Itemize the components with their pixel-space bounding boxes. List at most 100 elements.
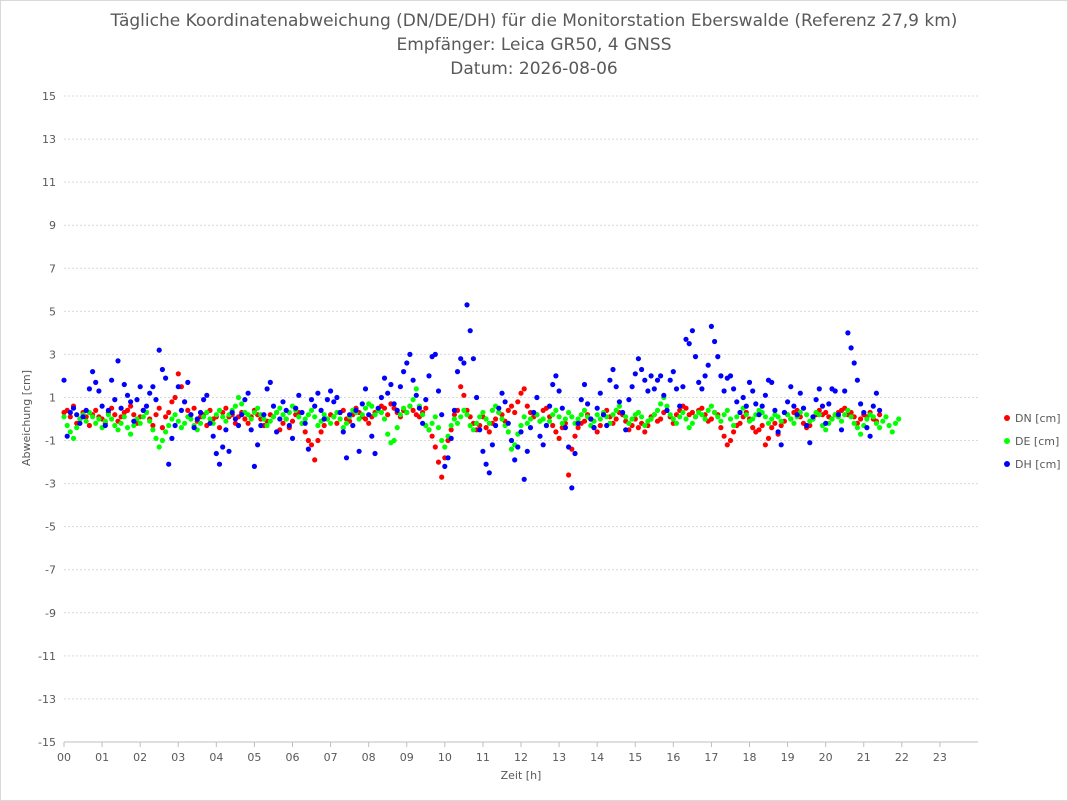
data-point — [407, 351, 413, 357]
data-point — [191, 405, 197, 411]
x-tick-label: 19 — [781, 751, 795, 764]
data-point — [182, 420, 188, 426]
data-point — [90, 414, 96, 420]
y-tick-label: -1 — [45, 435, 56, 448]
data-point — [718, 418, 724, 424]
data-point — [854, 377, 861, 383]
data-point — [264, 386, 270, 392]
data-point — [658, 373, 664, 379]
data-point — [731, 429, 737, 435]
data-point — [873, 390, 880, 396]
data-point — [401, 405, 407, 411]
data-point — [858, 401, 864, 407]
data-point — [280, 412, 286, 418]
data-point — [102, 422, 108, 429]
data-point — [267, 379, 273, 385]
data-point — [547, 418, 553, 424]
data-point — [159, 425, 165, 431]
data-point — [578, 412, 584, 418]
data-point — [727, 373, 734, 379]
data-point — [553, 429, 559, 435]
data-point — [505, 407, 511, 413]
data-point — [842, 412, 848, 418]
data-point — [93, 407, 99, 413]
data-point — [648, 416, 654, 422]
data-point — [670, 416, 676, 422]
data-point — [566, 444, 572, 450]
data-point — [737, 409, 743, 416]
data-point — [248, 416, 254, 422]
data-point — [381, 405, 388, 411]
data-point — [493, 422, 499, 429]
data-point — [255, 405, 261, 411]
data-point — [851, 420, 857, 426]
data-point — [375, 405, 381, 411]
data-point — [220, 414, 226, 420]
data-point — [178, 407, 184, 413]
data-point — [216, 461, 223, 467]
data-point — [115, 427, 121, 433]
data-point — [477, 427, 483, 433]
data-point — [829, 416, 835, 422]
data-point — [426, 373, 432, 379]
data-point — [112, 412, 118, 418]
data-point — [762, 442, 769, 448]
x-tick-label: 16 — [666, 751, 680, 764]
chart-subtitle-date: Datum: 2026-08-06 — [450, 59, 618, 79]
data-point — [185, 379, 191, 385]
data-point — [385, 390, 391, 396]
data-point — [305, 437, 311, 444]
data-point — [394, 425, 400, 431]
data-point — [439, 412, 445, 418]
data-point — [235, 422, 242, 429]
data-point — [474, 420, 480, 426]
data-point — [699, 405, 705, 411]
data-point — [334, 420, 340, 426]
data-point — [391, 401, 397, 407]
data-point — [331, 414, 337, 420]
data-point — [90, 369, 96, 375]
data-point — [372, 412, 378, 418]
data-point — [331, 399, 337, 405]
data-point — [680, 409, 686, 416]
data-point — [404, 360, 410, 366]
data-point — [600, 412, 607, 418]
data-point — [788, 416, 794, 422]
data-point — [280, 399, 286, 405]
data-point — [124, 407, 131, 413]
data-point — [264, 422, 270, 429]
data-point — [432, 414, 438, 420]
data-point — [499, 390, 505, 396]
data-point — [610, 412, 616, 418]
data-point — [791, 420, 797, 426]
data-point — [743, 403, 749, 409]
data-point — [315, 422, 321, 429]
data-point — [658, 416, 664, 422]
data-point — [559, 420, 565, 426]
data-point — [642, 429, 648, 435]
data-point — [550, 422, 556, 429]
data-point — [572, 433, 578, 439]
data-point — [381, 375, 388, 381]
data-point — [197, 420, 204, 426]
data-point — [689, 328, 696, 334]
data-point — [121, 414, 127, 420]
x-tick-label: 01 — [95, 751, 109, 764]
data-point — [791, 403, 797, 409]
data-point — [515, 399, 521, 405]
data-point — [245, 420, 251, 426]
data-point — [67, 409, 73, 416]
data-point — [892, 420, 899, 426]
data-point — [797, 390, 803, 396]
data-point — [378, 394, 384, 401]
data-point — [518, 390, 524, 396]
data-point — [651, 386, 657, 392]
data-point — [775, 429, 781, 435]
data-point — [140, 407, 146, 413]
data-point — [128, 399, 134, 405]
data-point — [226, 448, 232, 454]
data-point — [182, 399, 188, 405]
data-point — [794, 412, 800, 418]
data-point — [305, 446, 311, 452]
data-point — [302, 420, 308, 426]
